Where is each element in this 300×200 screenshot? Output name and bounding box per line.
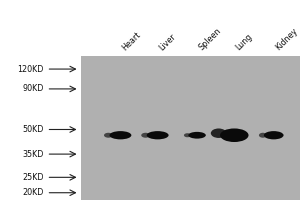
Text: Liver: Liver: [158, 32, 178, 52]
Text: Lung: Lung: [234, 32, 254, 52]
Ellipse shape: [147, 131, 169, 139]
Ellipse shape: [188, 132, 206, 139]
Text: 50KD: 50KD: [22, 125, 44, 134]
Text: 35KD: 35KD: [22, 150, 44, 159]
Text: Spleen: Spleen: [197, 26, 223, 52]
Text: 120KD: 120KD: [17, 65, 44, 74]
Ellipse shape: [264, 131, 284, 139]
Text: Kidney: Kidney: [274, 26, 299, 52]
Text: 20KD: 20KD: [22, 188, 44, 197]
Ellipse shape: [141, 133, 150, 138]
Ellipse shape: [110, 131, 131, 139]
Ellipse shape: [220, 128, 248, 142]
Ellipse shape: [259, 133, 267, 138]
Ellipse shape: [211, 128, 226, 138]
Ellipse shape: [184, 133, 191, 137]
Text: Heart: Heart: [120, 30, 142, 52]
Text: 25KD: 25KD: [22, 173, 44, 182]
Ellipse shape: [104, 133, 113, 138]
FancyBboxPatch shape: [81, 56, 300, 200]
Text: 90KD: 90KD: [22, 84, 44, 93]
